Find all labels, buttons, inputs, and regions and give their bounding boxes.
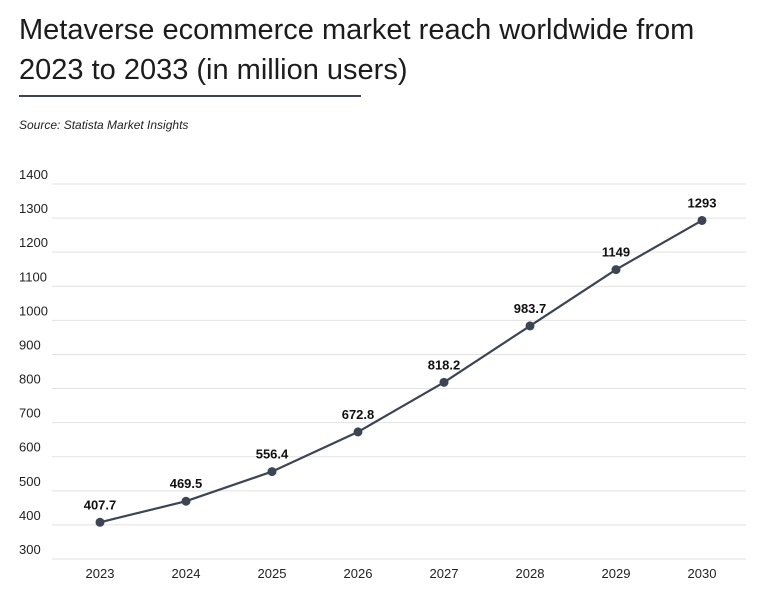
y-tick-label-600: 600 [19, 440, 41, 455]
y-tick-label-900: 900 [19, 337, 41, 352]
x-tick-label-2024: 2024 [172, 566, 201, 581]
y-axis-ticks: 1400 1300 1200 1100 1000 900 800 700 600 500 400 30… [19, 167, 48, 557]
x-tick-label-2027: 2027 [430, 566, 459, 581]
data-point-2024 [181, 496, 191, 506]
data-label-2029: 1149 [602, 245, 630, 260]
y-tick-label-1400: 1400 [19, 167, 48, 182]
series-line-group [99, 219, 703, 524]
y-tick-label-1000: 1000 [19, 303, 48, 318]
x-tick-label-2023: 2023 [86, 566, 115, 581]
y-tick-label-1300: 1300 [19, 201, 48, 216]
data-label-2023: 407.7 [84, 497, 117, 512]
data-point-2026 [353, 427, 363, 437]
data-label-2024: 469.5 [170, 476, 203, 491]
y-tick-label-400: 400 [19, 508, 41, 523]
y-tick-label-300: 300 [19, 542, 41, 557]
x-tick-label-2026: 2026 [344, 566, 373, 581]
y-tick-label-1200: 1200 [19, 235, 48, 250]
x-tick-label-2028: 2028 [516, 566, 545, 581]
source-note: Source: Statista Market Insights [19, 118, 189, 132]
x-axis-ticks: 2023 2024 2025 2026 2027 2028 2029 2030 [86, 566, 717, 581]
data-label-2028: 983.7 [514, 301, 547, 316]
data-point-2025 [267, 467, 277, 477]
data-point-2029 [611, 265, 621, 275]
x-tick-label-2025: 2025 [258, 566, 287, 581]
data-label-2026: 672.8 [342, 407, 375, 422]
data-point-2030 [697, 215, 707, 225]
y-tick-label-500: 500 [19, 474, 41, 489]
x-tick-label-2030: 2030 [688, 566, 717, 581]
data-points [95, 215, 707, 527]
data-label-2030: 1293 [688, 195, 717, 210]
title-underline [19, 95, 361, 97]
data-label-2025: 556.4 [256, 447, 289, 462]
data-point-2027 [439, 377, 449, 387]
y-tick-label-700: 700 [19, 406, 41, 421]
data-label-2027: 818.2 [428, 357, 461, 372]
data-point-2028 [525, 321, 535, 331]
y-tick-label-1100: 1100 [19, 269, 47, 284]
series-line [99, 219, 703, 524]
data-point-2023 [95, 517, 105, 527]
gridlines [52, 183, 746, 560]
x-tick-label-2029: 2029 [602, 566, 631, 581]
chart-title: Metaverse ecommerce market reach worldwi… [19, 14, 695, 86]
data-labels: 407.7 469.5 556.4 672.8 818.2 983.7 1149 1293 [84, 195, 717, 512]
y-tick-label-800: 800 [19, 372, 41, 387]
